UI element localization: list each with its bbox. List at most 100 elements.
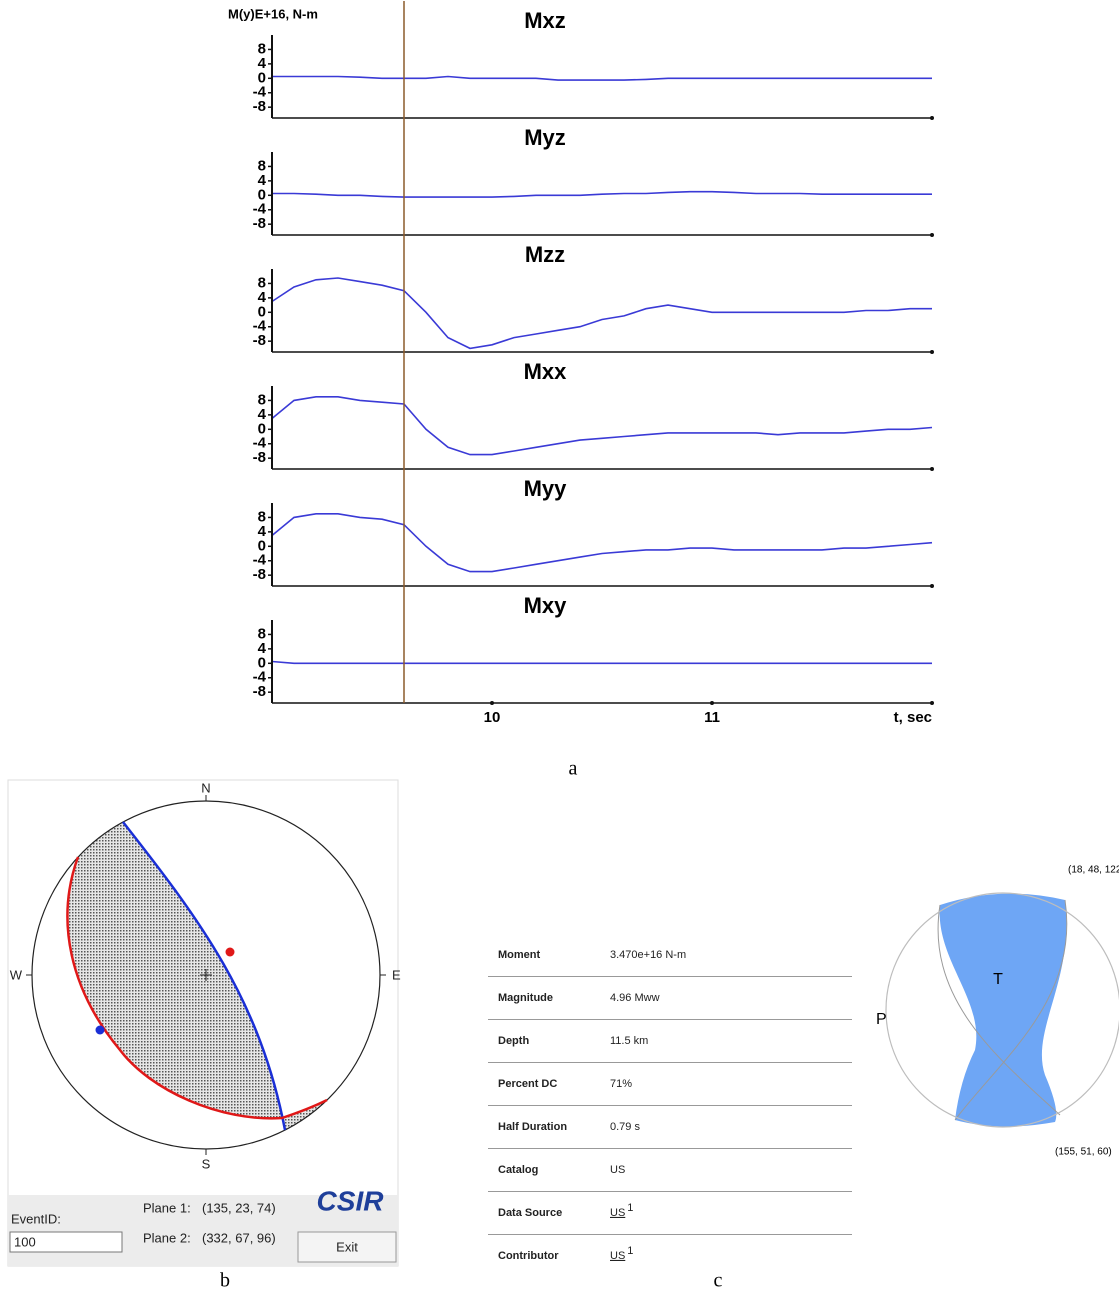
panel-c: T P (18, 48, 122) (155, 51, 60) Moment 3.… (488, 865, 1119, 1262)
series-line (271, 277, 932, 350)
y-tick-label: 8 (258, 391, 266, 408)
caption: b (220, 1270, 230, 1290)
tension-region (939, 893, 1067, 1127)
plane2-value: (332, 67, 96) (202, 1230, 276, 1245)
y-tick-label: 0 (258, 537, 266, 554)
y-tick-label: 8 (258, 625, 266, 642)
y-tick-label: -8 (253, 98, 266, 115)
plane1-value: (135, 23, 74) (202, 1200, 276, 1215)
pole-red (225, 947, 235, 957)
row-value: 11.5 km (610, 1035, 648, 1047)
row-label: Percent DC (498, 1078, 557, 1090)
panel-title: Myz (524, 125, 566, 150)
y-tick-label: 8 (258, 274, 266, 291)
compass-ticks (26, 795, 386, 1155)
t-axis-label: T (993, 971, 1003, 988)
y-tick-label: -8 (253, 683, 266, 700)
row-value: US (610, 1250, 625, 1262)
row-label: Catalog (498, 1164, 538, 1176)
x-axis-label: t, sec (894, 709, 932, 726)
y-tick-label: 4 (258, 55, 267, 72)
row-value: 3.470e+16 N-m (610, 949, 686, 961)
panel-b: N S E W EventID: 100 Plane 1: (135, 23, … (7, 779, 401, 1267)
y-tick-label: -4 (253, 318, 267, 335)
y-tick-label: 4 (258, 640, 267, 657)
y-tick-label: -4 (253, 435, 267, 452)
shaded-quadrant (282, 1100, 327, 1130)
plane-top-label: (18, 48, 122) (1068, 865, 1119, 876)
row-value: 71% (610, 1078, 632, 1090)
y-tick-label: 4 (258, 172, 267, 189)
row-value: US (610, 1207, 625, 1219)
panel-title: Mzz (525, 242, 565, 267)
y-tick-label: 8 (258, 40, 266, 57)
x-tick (710, 701, 714, 705)
axis-end-dot (930, 350, 934, 354)
y-tick-label: 0 (258, 303, 266, 320)
axis-end-dot (930, 467, 934, 471)
y-tick-label: 0 (258, 420, 266, 437)
panel-title: Myy (524, 476, 568, 501)
y-tick-label: -4 (253, 201, 267, 218)
y-tick-label: 4 (258, 406, 267, 423)
axis-end-dot (930, 116, 934, 120)
row-value: US (610, 1164, 625, 1176)
y-tick-label: 0 (258, 186, 266, 203)
y-tick-label: 4 (258, 523, 267, 540)
y-tick-label: -4 (253, 552, 267, 569)
axis-end-dot (930, 701, 934, 705)
y-tick-label: 8 (258, 508, 266, 525)
row-value: 0.79 s (610, 1121, 640, 1133)
y-axis-label: M(y)E+16, N-m (228, 6, 318, 21)
logo: CSIR (317, 1185, 385, 1216)
plane-bottom-label: (155, 51, 60) (1055, 1147, 1112, 1158)
event-id-input[interactable] (9, 1231, 123, 1253)
y-tick-label: 0 (258, 69, 266, 86)
row-label: Depth (498, 1035, 529, 1047)
beachball (885, 892, 1119, 1128)
x-tick-label: 11 (704, 709, 720, 726)
plane2-label: Plane 2: (143, 1230, 191, 1245)
y-tick-label: 8 (258, 157, 266, 174)
axis-end-dot (930, 233, 934, 237)
y-tick-label: -4 (253, 669, 267, 686)
row-label: Moment (498, 949, 541, 961)
east-label: E (392, 967, 401, 982)
plane1-label: Plane 1: (143, 1200, 191, 1215)
exit-button[interactable] (297, 1231, 397, 1263)
nodal-planes (937, 899, 1068, 1121)
panel-title: Mxz (524, 8, 566, 33)
row-sup: 1 (627, 1202, 633, 1214)
y-tick-label: 4 (258, 289, 267, 306)
caption: c (714, 1270, 723, 1290)
series-line (271, 513, 933, 573)
row-label: Data Source (498, 1207, 562, 1219)
axis-end-dot (930, 584, 934, 588)
event-id-label: EventID: (11, 1211, 61, 1226)
y-tick-label: -4 (253, 84, 267, 101)
exit-label[interactable]: Exit (336, 1239, 358, 1254)
panel-title: Mxx (524, 359, 568, 384)
y-tick-label: 0 (258, 654, 266, 671)
panel-title: Mxy (524, 593, 568, 618)
series-line (272, 190, 932, 198)
west-label: W (10, 967, 23, 982)
north-label: N (201, 780, 210, 795)
row-label: Magnitude (498, 992, 553, 1004)
center-cross (200, 969, 212, 981)
x-tick-label: 10 (484, 709, 501, 726)
y-tick-label: -8 (253, 449, 266, 466)
series-line (271, 396, 933, 456)
plane-2 (66, 856, 328, 1120)
event-id-value[interactable]: 100 (14, 1234, 36, 1249)
y-tick-label: -8 (253, 566, 266, 583)
row-sup: 1 (627, 1245, 633, 1257)
pole-blue (95, 1025, 105, 1035)
y-tick-label: -8 (253, 215, 266, 232)
plane-1 (122, 821, 287, 1131)
shaded-quadrant (67, 822, 282, 1119)
x-tick (490, 701, 494, 705)
series-line (271, 660, 932, 665)
